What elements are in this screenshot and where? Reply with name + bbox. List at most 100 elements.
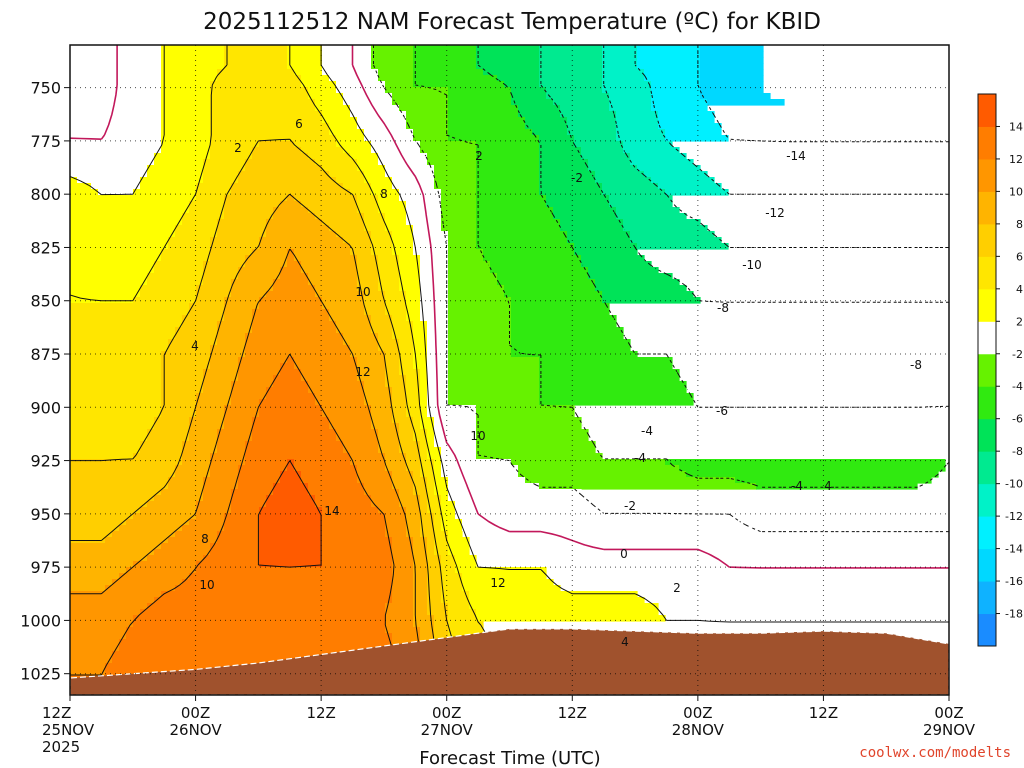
field-cell [441, 579, 463, 586]
x-tick-label: 25NOV [42, 721, 95, 739]
isotherm-line [697, 45, 949, 143]
field-cell [70, 279, 148, 286]
field-cell [315, 159, 358, 166]
field-cell [343, 237, 372, 244]
field-cell [665, 459, 946, 466]
field-cell [434, 177, 477, 184]
field-cell [217, 225, 267, 232]
field-cell [567, 231, 631, 238]
field-cell [70, 189, 99, 196]
field-cell [210, 459, 246, 466]
field-cell [448, 363, 540, 370]
field-cell [196, 399, 232, 406]
field-cell [203, 261, 246, 268]
colorbar-swatch [978, 548, 996, 582]
field-cell [161, 63, 225, 70]
field-cell [294, 249, 351, 256]
field-cell [434, 165, 477, 172]
isotherm-line [373, 45, 949, 533]
field-cell [308, 153, 351, 160]
field-cell [567, 129, 617, 136]
field-cell [448, 117, 526, 124]
field-cell [168, 345, 211, 352]
field-cell [441, 453, 477, 460]
field-cell [392, 99, 449, 106]
field-cell [392, 405, 407, 412]
field-cell [210, 129, 330, 136]
field-cell [357, 165, 386, 172]
field-cell [476, 441, 596, 448]
field-cell [420, 465, 435, 472]
field-cell [616, 129, 666, 136]
field-cell [651, 99, 708, 106]
field-cell [259, 513, 323, 520]
field-cell [427, 441, 435, 448]
field-cell [70, 291, 141, 298]
field-cell [350, 459, 386, 466]
field-cell [420, 267, 449, 274]
field-cell [168, 537, 218, 544]
field-cell [357, 261, 379, 268]
colorbar-swatch [978, 223, 996, 257]
field-cell [203, 495, 232, 502]
field-cell [476, 405, 575, 412]
field-cell [189, 423, 225, 430]
field-cell [364, 489, 400, 496]
field-cell [476, 63, 540, 70]
field-cell [371, 57, 414, 64]
field-cell [133, 621, 386, 628]
field-cell [385, 459, 407, 466]
field-cell [210, 465, 239, 472]
field-cell [189, 201, 225, 208]
field-cell [154, 549, 211, 556]
field-cell [700, 81, 764, 88]
field-cell [392, 585, 414, 592]
field-cell [259, 399, 316, 406]
field-cell [245, 333, 344, 340]
field-cell [553, 207, 617, 214]
field-cell [364, 387, 393, 394]
field-cell [392, 537, 414, 544]
field-cell [70, 309, 190, 316]
colorbar-swatch [978, 191, 996, 225]
field-cell [224, 423, 253, 430]
field-cell [406, 387, 421, 394]
field-cell [350, 453, 386, 460]
field-cell [441, 447, 477, 454]
field-cell [532, 129, 568, 136]
contour-label: 8 [380, 187, 388, 201]
field-cell [574, 243, 638, 250]
contour-label: 4 [824, 479, 832, 493]
field-cell [189, 417, 225, 424]
field-cell [189, 207, 225, 214]
field-cell [427, 159, 477, 166]
field-cell [182, 219, 218, 226]
field-cell [434, 465, 442, 472]
field-cell [413, 231, 449, 238]
field-cell [343, 441, 379, 448]
field-cell [343, 333, 379, 340]
field-cell [70, 357, 162, 364]
field-cell [70, 633, 127, 640]
field-cell [70, 543, 162, 550]
field-cell [399, 339, 414, 346]
field-cell [406, 297, 421, 304]
field-cell [434, 615, 449, 622]
field-cell [476, 57, 540, 64]
field-cell [616, 213, 687, 220]
field-cell [518, 465, 680, 472]
field-cell [210, 351, 246, 358]
colorbar-swatch [978, 94, 996, 127]
field-cell [385, 309, 407, 316]
field-cell [70, 63, 162, 70]
contour-label: 2 [673, 581, 681, 595]
field-cell [427, 429, 435, 436]
field-cell [252, 315, 330, 322]
field-cell [651, 87, 701, 94]
field-cell [476, 615, 666, 622]
field-cell [224, 45, 288, 52]
field-cell [413, 609, 428, 616]
field-cell [539, 45, 603, 52]
field-cell [700, 93, 771, 100]
field-cell [147, 555, 204, 562]
